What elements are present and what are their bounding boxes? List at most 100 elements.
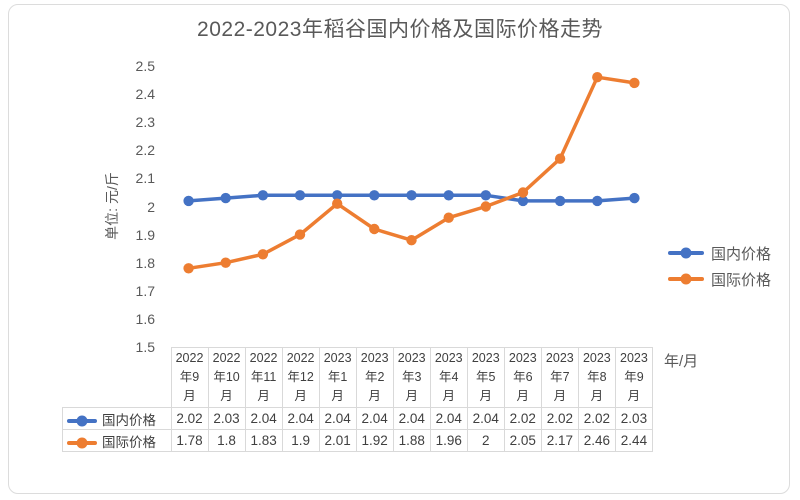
month-header-cell: 2023 年3 月 [392, 347, 431, 408]
data-point-marker [443, 190, 454, 201]
x-axis-title: 年/月 [664, 353, 699, 370]
month-header-cell: 2023 年1 月 [318, 347, 357, 408]
value-cell: 2.46 [577, 429, 616, 452]
value-cell: 1.8 [207, 429, 246, 452]
month-header-cell: 2023 年6 月 [503, 347, 542, 408]
data-point-marker [294, 190, 306, 201]
plot-area [183, 72, 640, 274]
legend-label-domestic: 国内价格 [711, 245, 772, 263]
y-tick-label: 2.4 [135, 86, 155, 103]
table-corner-blank [63, 348, 172, 408]
data-point-marker [257, 249, 269, 260]
line-marker-icon [67, 415, 97, 427]
month-header-cell: 2023 年7 月 [540, 347, 579, 408]
data-point-marker [517, 195, 529, 207]
month-header-cell: 2023 年2 月 [355, 347, 394, 408]
value-cell: 1.78 [170, 429, 209, 452]
y-tick-label: 2.3 [135, 114, 155, 131]
value-cell: 2.04 [281, 407, 320, 430]
y-tick-label: 1.5 [135, 339, 155, 355]
legend: 国内价格 国际价格 [668, 244, 771, 296]
data-point-marker [480, 190, 491, 201]
data-point-marker [629, 77, 640, 89]
series-name-label: 国内价格 [102, 412, 156, 428]
y-tick-label: 2.2 [135, 142, 155, 159]
data-point-marker [294, 229, 306, 240]
month-header-cell: 2022 年9 月 [170, 347, 209, 408]
dot-marker-icon [76, 415, 88, 427]
month-header-cell: 2022 年11 月 [244, 347, 283, 408]
table-legend-key-international: 国际价格 [62, 429, 172, 452]
value-cell: 2.03 [207, 407, 246, 430]
value-cell: 2 [466, 429, 505, 452]
value-cell: 1.88 [392, 429, 431, 452]
value-cell: 2.04 [429, 407, 468, 430]
value-cell: 2.01 [318, 429, 357, 452]
value-cell: 2.03 [614, 407, 654, 430]
line-marker-icon [668, 273, 704, 285]
y-tick-label: 2 [147, 198, 155, 215]
value-cell: 2.02 [503, 407, 542, 430]
data-point-marker [257, 190, 269, 201]
value-cell: 1.96 [429, 429, 468, 452]
value-cell: 2.04 [466, 407, 505, 430]
y-tick-label: 1.8 [135, 254, 155, 271]
value-cell: 1.92 [355, 429, 394, 452]
value-cell: 2.02 [170, 407, 209, 430]
month-header-cell: 2023 年5 月 [466, 347, 505, 408]
value-cell: 1.9 [281, 429, 320, 452]
data-table: 2022 年9 月 2022 年10 月 2022 年11 月 2022 年12 月 2023 年1 月 20… [62, 347, 654, 452]
line-marker-icon [668, 247, 704, 259]
value-cell: 2.04 [355, 407, 394, 430]
month-header-cell: 2023 年4 月 [429, 347, 468, 408]
data-point-marker [332, 198, 343, 209]
month-header-cell: 2023 年9 月 [614, 347, 654, 408]
y-tick-label: 1.6 [135, 310, 155, 327]
y-tick-label: 2.1 [135, 170, 155, 187]
legend-label-international: 国际价格 [711, 271, 772, 289]
data-point-marker [517, 187, 529, 198]
y-tick-label: 1.7 [135, 282, 155, 299]
data-point-marker [220, 192, 231, 204]
data-point-marker [592, 72, 603, 83]
data-point-marker [220, 257, 231, 268]
value-cell: 2.17 [540, 429, 579, 452]
table-legend-key-domestic: 国内价格 [62, 407, 172, 430]
chart-border-frame [8, 4, 790, 494]
value-cell: 1.83 [244, 429, 283, 452]
chart-title: 2022-2023年稻谷国内价格及国际价格走势 [197, 18, 603, 41]
data-point-marker [592, 195, 603, 207]
legend-item-international[interactable]: 国际价格 [668, 270, 772, 289]
data-point-marker [629, 192, 640, 204]
y-tick-label: 1.9 [135, 226, 155, 243]
dot-marker-icon [680, 273, 692, 285]
month-header-cell: 2022 年12 月 [281, 347, 320, 408]
series-name-label: 国际价格 [102, 434, 156, 450]
line-marker-icon [67, 437, 97, 449]
dot-marker-icon [680, 247, 692, 259]
data-point-marker [443, 212, 454, 223]
data-point-marker [480, 201, 491, 212]
legend-item-domestic[interactable]: 国内价格 [668, 244, 772, 263]
data-point-marker [183, 263, 194, 274]
value-cell: 2.04 [244, 407, 283, 430]
value-cell: 2.02 [577, 407, 616, 430]
dot-marker-icon [76, 437, 88, 449]
y-tick-label: 2.5 [135, 58, 155, 74]
data-point-marker [406, 235, 417, 246]
month-header-cell: 2022 年10 月 [207, 347, 246, 408]
data-point-marker [554, 153, 566, 164]
data-point-marker [554, 195, 566, 207]
data-point-marker [332, 190, 343, 201]
value-cell: 2.04 [318, 407, 357, 430]
value-cell: 2.02 [540, 407, 579, 430]
data-point-marker [369, 223, 380, 235]
month-header-cell: 2023 年8 月 [577, 347, 616, 408]
value-cell: 2.44 [614, 429, 654, 452]
value-cell: 2.05 [503, 429, 542, 452]
data-point-marker [369, 190, 380, 201]
data-point-marker [406, 190, 417, 201]
data-point-marker [183, 195, 194, 207]
value-cell: 2.04 [392, 407, 431, 430]
